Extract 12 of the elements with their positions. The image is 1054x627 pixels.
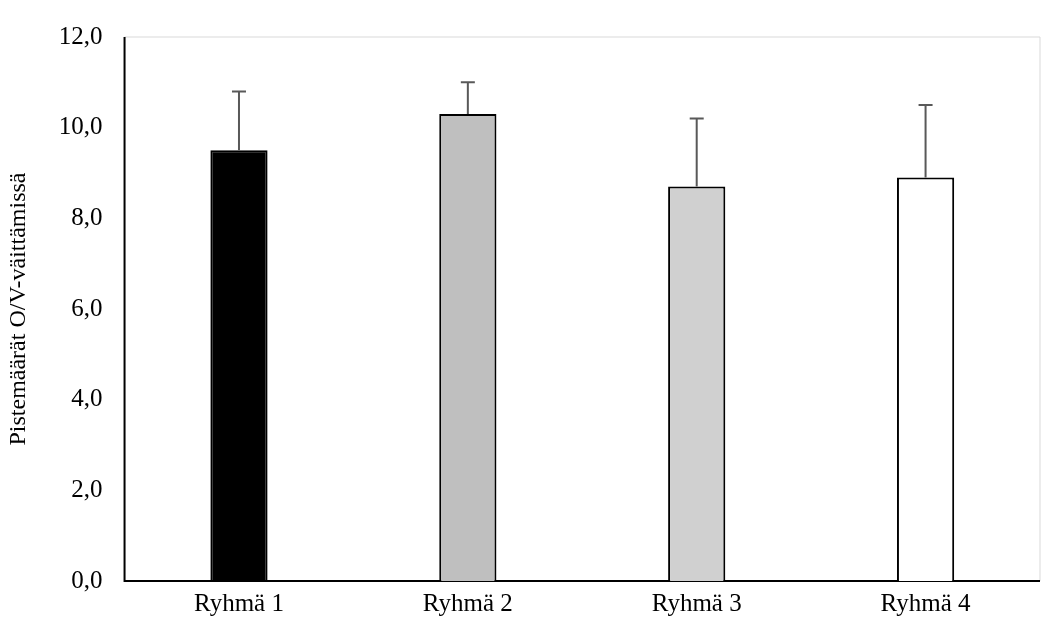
y-tick-label: 2,0 — [71, 474, 103, 502]
y-tick-label: 10,0 — [58, 112, 103, 140]
y-tick-label: 12,0 — [58, 21, 103, 49]
y-tick-label: 4,0 — [71, 384, 103, 412]
y-axis-title: Pistemäärät O/V-väittämissä — [3, 172, 30, 446]
y-tick-label: 6,0 — [71, 293, 103, 321]
x-tick-label: Ryhmä 3 — [651, 588, 742, 616]
x-tick-label: Ryhmä 1 — [194, 588, 284, 616]
x-tick-label: Ryhmä 2 — [422, 588, 513, 616]
y-tick-label: 8,0 — [71, 202, 103, 230]
y-tick-label: 0,0 — [71, 565, 103, 593]
x-tick-label: Ryhmä 4 — [880, 588, 972, 616]
